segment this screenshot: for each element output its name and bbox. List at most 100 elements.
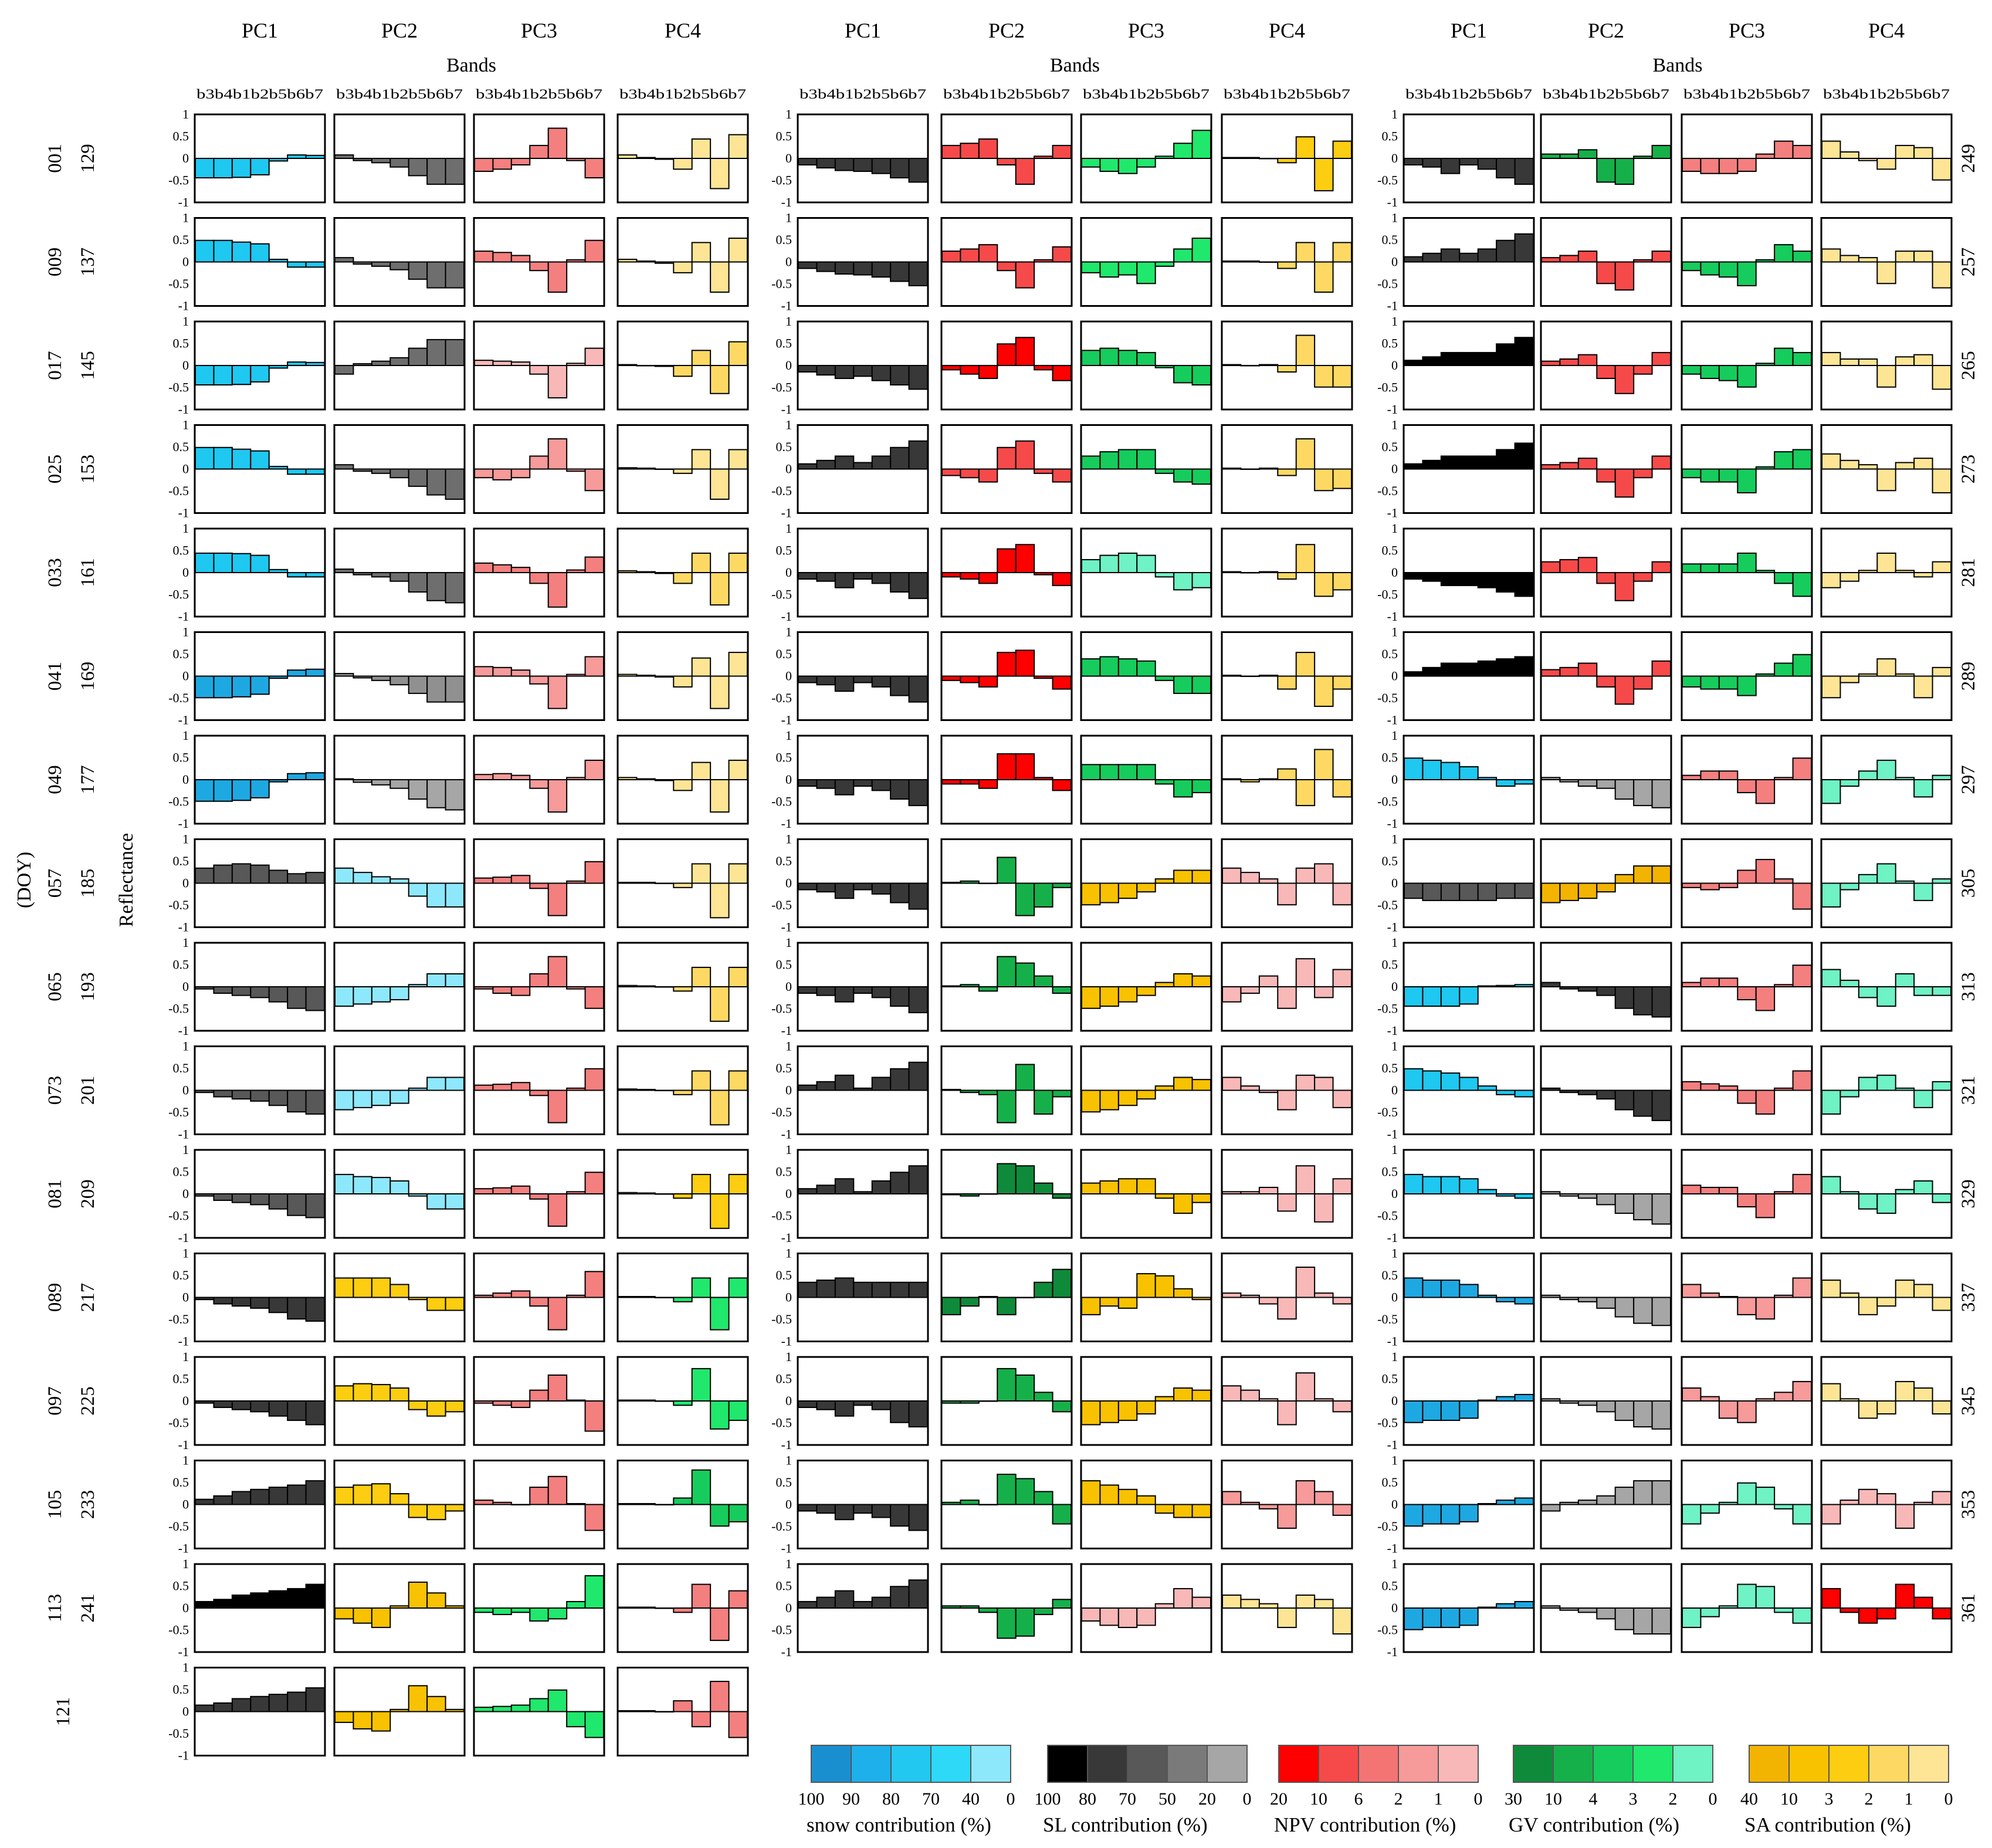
- bar-b3: [798, 365, 818, 373]
- y-tick-label: -0.5: [1377, 1209, 1398, 1223]
- bar-b6: [287, 1588, 307, 1609]
- panel-frame: [1080, 631, 1212, 721]
- panel-frame: [1540, 527, 1672, 618]
- bar-b7: [1932, 261, 1952, 289]
- panel-g1-r13-PC1: [194, 1356, 326, 1446]
- y-tick-label: 0: [1391, 1083, 1398, 1098]
- bar-b2: [389, 357, 409, 367]
- bar-b7: [1651, 1607, 1672, 1635]
- y-ticks-g3-r9: 10.50-0.5-1: [1377, 935, 1398, 1038]
- bar-b1: [978, 1089, 998, 1095]
- y-tick-label: 0: [1391, 565, 1398, 580]
- bar-b2: [673, 158, 693, 170]
- bar-b5: [1895, 1189, 1915, 1195]
- panel-frame: [333, 1045, 466, 1135]
- bar-b2: [1136, 554, 1156, 573]
- bar-b7: [1332, 1607, 1353, 1635]
- bar-b7: [1052, 1504, 1072, 1525]
- panel-g2-r2-PC1: [797, 217, 929, 307]
- panel-frame: [333, 1460, 466, 1549]
- panel-g1-r1-PC3: [473, 113, 605, 204]
- bar-b1: [834, 455, 855, 470]
- bar-b4: [353, 1711, 372, 1729]
- bar-b5: [268, 1089, 289, 1106]
- bar-b6: [1913, 882, 1933, 901]
- legend-swatch: [1868, 1745, 1909, 1783]
- y-tick-label: 1: [785, 1246, 792, 1261]
- panel-g1-r14-PC4: [616, 1460, 749, 1549]
- bar-b4: [213, 365, 233, 386]
- bar-b7: [1332, 1089, 1353, 1108]
- bar-b7: [584, 1711, 604, 1738]
- bar-b5: [1015, 440, 1035, 470]
- bar-b6: [1633, 1089, 1653, 1117]
- bar-b5: [547, 1607, 568, 1620]
- bar-b7: [1052, 246, 1072, 263]
- panel-g1-r14-PC3: [473, 1460, 605, 1549]
- bar-b1: [834, 1277, 855, 1298]
- bar-b4: [1700, 882, 1720, 891]
- panel-g3-r10-PC4: [1820, 1045, 1953, 1135]
- bar-b2: [529, 675, 549, 685]
- bar-b3: [798, 882, 818, 891]
- panel-g1-r1-PC1: [194, 113, 326, 204]
- bar-b4: [213, 1400, 233, 1409]
- legend-5: 40 10 3 2 1 0SA contribution (%): [1740, 1745, 1953, 1836]
- doy-left-secondary: 185: [77, 869, 99, 898]
- y-tick-label: -0.5: [168, 1726, 189, 1741]
- panel-g1-r6-PC1: [194, 631, 326, 721]
- bar-b7: [908, 1579, 928, 1609]
- bar-b1: [1258, 878, 1279, 884]
- bar-b3: [334, 257, 354, 263]
- bar-b6: [1496, 1297, 1516, 1302]
- panel-frame: [1221, 527, 1353, 618]
- bar-b2: [529, 1193, 549, 1200]
- bar-b5: [1477, 572, 1498, 588]
- bar-b5: [547, 1297, 568, 1331]
- bar-b1: [371, 1277, 391, 1298]
- bar-b2: [997, 857, 1017, 884]
- bar-b5: [1295, 1267, 1316, 1298]
- bar-b7: [1332, 882, 1353, 906]
- bar-b7: [445, 468, 465, 500]
- panel-g3-r4-PC4: [1820, 424, 1953, 514]
- panel-frame: [1402, 1356, 1535, 1446]
- bar-b2: [250, 779, 270, 798]
- bar-b7: [1052, 779, 1072, 791]
- bar-b2: [1876, 1074, 1896, 1091]
- bar-b5: [1015, 753, 1035, 781]
- bar-b2: [1277, 365, 1297, 373]
- y-ticks-g3-r15: 10.50-0.5-1: [1377, 1556, 1398, 1659]
- panel-g1-r16-PC4: [616, 1667, 749, 1756]
- bar-b3: [1404, 882, 1424, 899]
- panel-g2-r15-PC1: [797, 1563, 929, 1653]
- bar-b2: [1596, 572, 1616, 584]
- bar-b4: [1700, 1292, 1720, 1298]
- band-labels-3-1: b3b4b1b2b5b6b7: [1405, 87, 1532, 101]
- y-tick-label: -1: [781, 1023, 792, 1038]
- bar-b1: [1718, 158, 1739, 174]
- panel-g1-r2-PC3: [473, 217, 605, 307]
- bar-b3: [1404, 1607, 1424, 1630]
- bar-b3: [1682, 1504, 1702, 1525]
- bar-b1: [1718, 365, 1739, 381]
- bar-b3: [1682, 1387, 1702, 1402]
- panel-frame: [1681, 320, 1813, 411]
- band-labels-3-3: b3b4b1b2b5b6b7: [1683, 87, 1810, 101]
- bar-b3: [1821, 248, 1841, 263]
- bar-b7: [908, 675, 928, 703]
- y-ticks-g1-r16: 10.50-0.5-1: [168, 1660, 189, 1763]
- bar-b4: [1700, 770, 1720, 781]
- y-tick-label: 0.5: [173, 336, 189, 351]
- legend-swatch: [1167, 1745, 1208, 1783]
- doy-left-secondary: 153: [77, 455, 99, 484]
- bar-b6: [890, 261, 910, 282]
- bar-b3: [941, 779, 961, 785]
- bar-b2: [1737, 1297, 1757, 1315]
- bar-b4: [492, 986, 512, 994]
- panel-g3-r14-PC3: [1681, 1460, 1813, 1549]
- y-tick-label: 1: [785, 521, 792, 536]
- panel-g1-r10-PC4: [616, 1045, 749, 1135]
- y-tick-label: 0.5: [1382, 439, 1398, 454]
- legend-swatch: [1047, 1745, 1088, 1783]
